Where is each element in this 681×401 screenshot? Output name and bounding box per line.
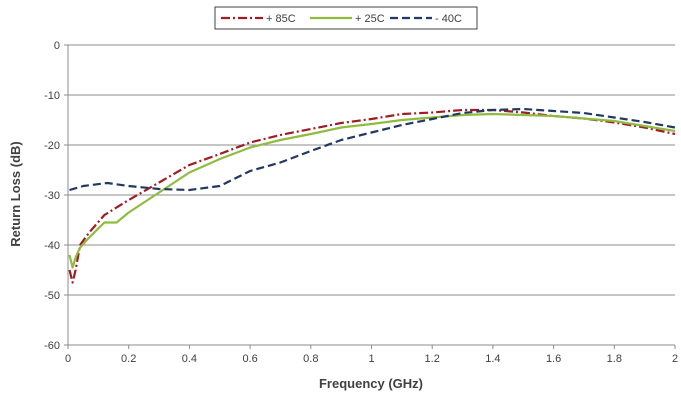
x-tick-label: 0.4: [182, 353, 197, 365]
y-tick-label: -10: [44, 90, 60, 102]
y-tick-label: -30: [44, 190, 60, 202]
x-tick-label: 0.8: [303, 353, 318, 365]
legend-label: + 25C: [355, 13, 385, 25]
series-line-40c: [69, 107, 676, 192]
y-tick-label: -50: [44, 290, 60, 302]
x-tick-label: 0: [65, 353, 71, 365]
x-tick-label: 0.6: [242, 353, 257, 365]
legend-label: + 85C: [266, 13, 296, 25]
series-line-25c: [68, 112, 676, 269]
y-tick-label: -60: [44, 340, 60, 352]
x-axis-title: Frequency (GHz): [319, 376, 423, 391]
legend-label: - 40C: [435, 13, 462, 25]
y-axis-title: Return Loss (dB): [8, 141, 23, 246]
x-tick-label: 1: [368, 353, 374, 365]
series-lines: [68, 107, 676, 284]
series-line-85c: [68, 108, 676, 284]
x-tick-label: 0.2: [121, 353, 136, 365]
x-tick-label: 2: [672, 353, 678, 365]
y-tick-label: 0: [54, 40, 60, 52]
x-tick-label: 1.2: [425, 353, 440, 365]
x-tick-label: 1.4: [485, 353, 500, 365]
y-tick-label: -20: [44, 140, 60, 152]
y-tick-label: -40: [44, 240, 60, 252]
x-tick-label: 1.8: [607, 353, 622, 365]
grid-lines: [68, 44, 675, 296]
x-tick-label: 1.6: [546, 353, 561, 365]
axes: 0 -10 -20 -30 -40 -50 -60 0 0.2 0.4 0.6 0.8 1 1.2 1.4 1…: [44, 40, 678, 365]
chart-legend: + 85C + 25C - 40C: [214, 6, 478, 30]
